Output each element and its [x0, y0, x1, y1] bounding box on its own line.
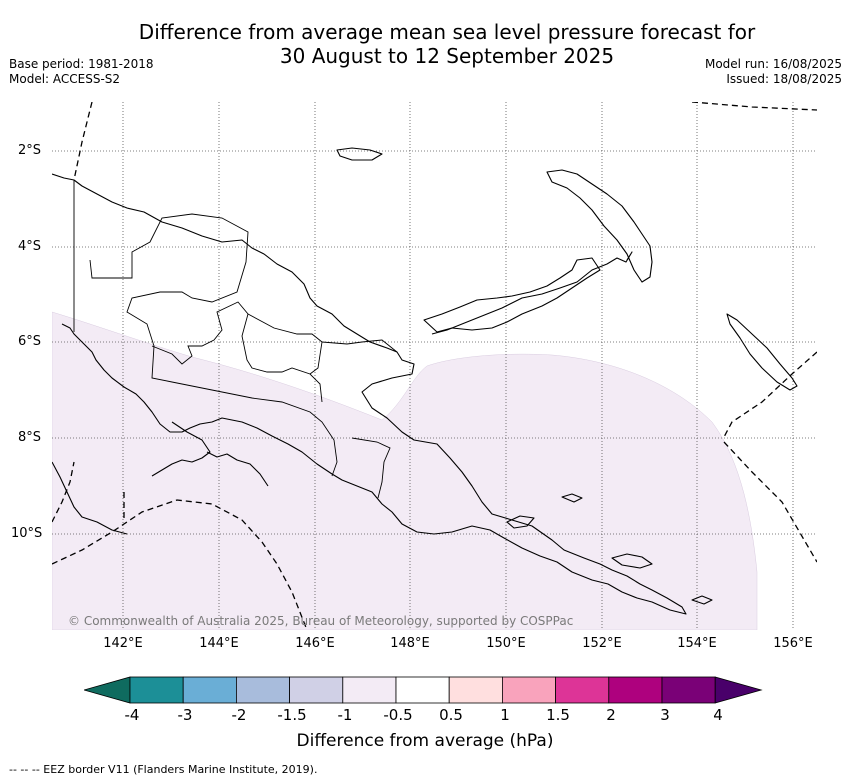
manus [336, 147, 383, 161]
lat-label-2s: 2°S [18, 143, 42, 158]
model-name: Model: ACCESS-S2 [9, 72, 121, 86]
new-britain [423, 257, 601, 333]
colorbar-swatch [129, 676, 184, 704]
colorbar-swatch [395, 676, 450, 704]
lon-label-150e: 150°E [486, 636, 526, 651]
eez-border-east [723, 351, 817, 438]
cb-tick: 2 [606, 706, 616, 724]
eez-border-west-north [73, 102, 93, 181]
cb-tick: 1 [500, 706, 510, 724]
eez-border-west [52, 461, 75, 523]
cb-tick: 3 [660, 706, 670, 724]
lon-label-156e: 156°E [773, 636, 813, 651]
louisiade [611, 553, 653, 569]
title-line-1: Difference from average mean sea level p… [138, 20, 756, 44]
trobriand [561, 493, 583, 503]
colorbar-swatch [182, 676, 237, 704]
cb-tick: 1.5 [546, 706, 570, 724]
map-panel [52, 102, 817, 630]
rossel [691, 595, 713, 605]
huon-peninsula [431, 251, 633, 335]
colorbar-swatch [501, 676, 556, 704]
eez-border-southeast [723, 441, 817, 563]
lat-label-8s: 8°S [18, 430, 42, 445]
colorbar-swatch [342, 676, 397, 704]
cape-york [52, 461, 128, 535]
bougainville [726, 313, 798, 391]
graticule [52, 102, 817, 630]
torres-strait-islands [206, 451, 269, 487]
colorbar-swatches [84, 676, 763, 704]
eez-border-north-east [691, 102, 817, 111]
eez-borders [52, 102, 817, 630]
colorbar [84, 676, 763, 704]
new-guinea-coastline [52, 173, 687, 615]
lat-label-6s: 6°S [18, 334, 42, 349]
base-period: Base period: 1981-2018 [9, 57, 154, 71]
colorbar-swatch [235, 676, 290, 704]
coastlines [52, 147, 798, 615]
meta-left: Base period: 1981-2018 Model: ACCESS-S2 [9, 57, 154, 87]
meta-right: Model run: 16/08/2025 Issued: 18/08/2025 [705, 57, 842, 87]
colorbar-label: Difference from average (hPa) [296, 731, 554, 751]
issued-date: Issued: 18/08/2025 [726, 72, 842, 86]
chart-title: Difference from average mean sea level p… [0, 20, 850, 68]
lat-label-4s: 4°S [18, 239, 42, 254]
cb-tick: 4 [713, 706, 723, 724]
colorbar-swatch [661, 676, 716, 704]
eez-footnote: -- -- -- EEZ border V11 (Flanders Marine… [9, 763, 318, 776]
lat-label-10s: 10°S [11, 526, 43, 541]
cb-tick: -0.5 [383, 706, 413, 724]
cb-tick: -1.5 [277, 706, 307, 724]
lon-label-152e: 152°E [582, 636, 622, 651]
model-run: Model run: 16/08/2025 [704, 57, 842, 71]
new-ireland [546, 169, 653, 283]
lon-label-148e: 148°E [390, 636, 430, 651]
cb-tick: 0.5 [439, 706, 463, 724]
colorbar-swatch [289, 676, 344, 704]
colorbar-extend-high [714, 676, 763, 704]
provincial-borders [73, 180, 398, 499]
cb-tick: -4 [124, 706, 140, 724]
lon-label-146e: 146°E [295, 636, 335, 651]
cb-tick: -1 [337, 706, 353, 724]
colorbar-swatch [555, 676, 610, 704]
d-entrecasteaux [506, 515, 535, 529]
title-line-2: 30 August to 12 September 2025 [279, 44, 615, 68]
lon-label-144e: 144°E [199, 636, 239, 651]
colorbar-swatch [448, 676, 503, 704]
copyright-credit: © Commonwealth of Australia 2025, Bureau… [68, 614, 574, 628]
cb-tick: -2 [231, 706, 247, 724]
colorbar-swatch [608, 676, 663, 704]
gulf-papua-fly-delta [151, 421, 211, 477]
colorbar-extend-low [84, 676, 131, 704]
lon-label-142e: 142°E [103, 636, 143, 651]
cb-tick: -3 [177, 706, 193, 724]
anomaly-region [52, 311, 758, 630]
lon-label-154e: 154°E [677, 636, 717, 651]
